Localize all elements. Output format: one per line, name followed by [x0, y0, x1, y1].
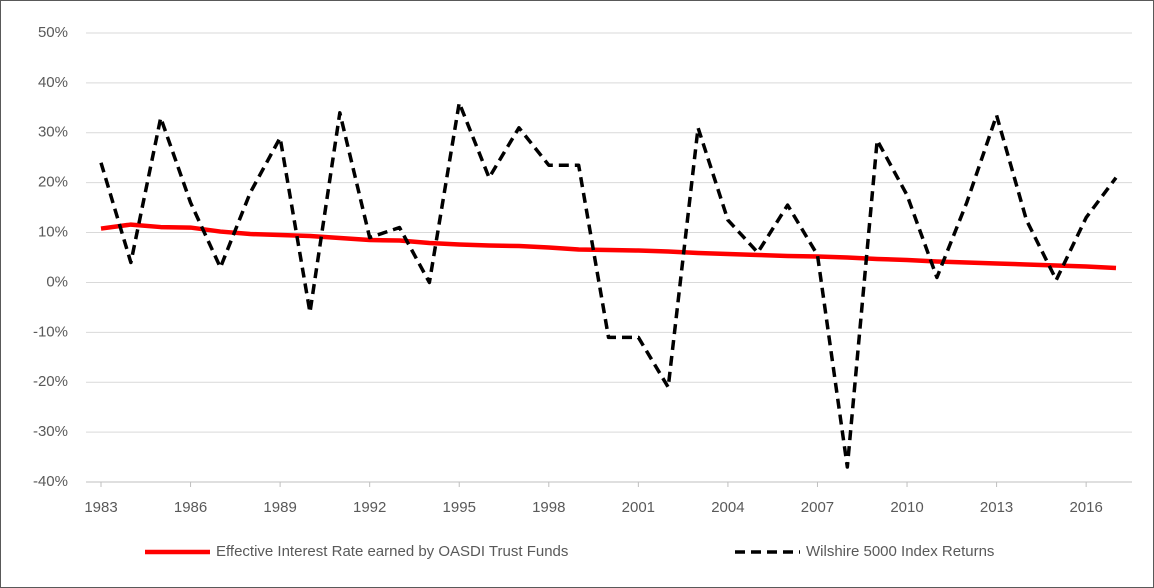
legend-label: Wilshire 5000 Index Returns [806, 543, 994, 560]
y-tick-label: 50% [38, 24, 68, 41]
y-tick-label: 10% [38, 224, 68, 241]
x-tick-label: 1983 [84, 499, 117, 516]
y-tick-label: 30% [38, 124, 68, 141]
x-tick-label: 2001 [622, 499, 655, 516]
legend-label: Effective Interest Rate earned by OASDI … [216, 543, 568, 560]
x-tick-label: 1992 [353, 499, 386, 516]
series-line [99, 101, 1118, 469]
x-tick-label: 1998 [532, 499, 565, 516]
y-tick-label: 0% [46, 273, 68, 290]
y-tick-label: -10% [33, 323, 68, 340]
x-tick-label: 2007 [801, 499, 834, 516]
x-tick-label: 1986 [174, 499, 207, 516]
x-tick-label: 2004 [711, 499, 744, 516]
x-tick-label: 1989 [263, 499, 296, 516]
y-tick-label: -30% [33, 423, 68, 440]
y-tick-label: 40% [38, 74, 68, 91]
series-line [100, 222, 1117, 271]
x-tick-label: 1995 [443, 499, 476, 516]
y-tick-label: -20% [33, 373, 68, 390]
x-tick-label: 2016 [1069, 499, 1102, 516]
x-tick-label: 2010 [890, 499, 923, 516]
y-tick-label: -40% [33, 473, 68, 490]
x-tick-label: 2013 [980, 499, 1013, 516]
y-tick-label: 20% [38, 174, 68, 191]
